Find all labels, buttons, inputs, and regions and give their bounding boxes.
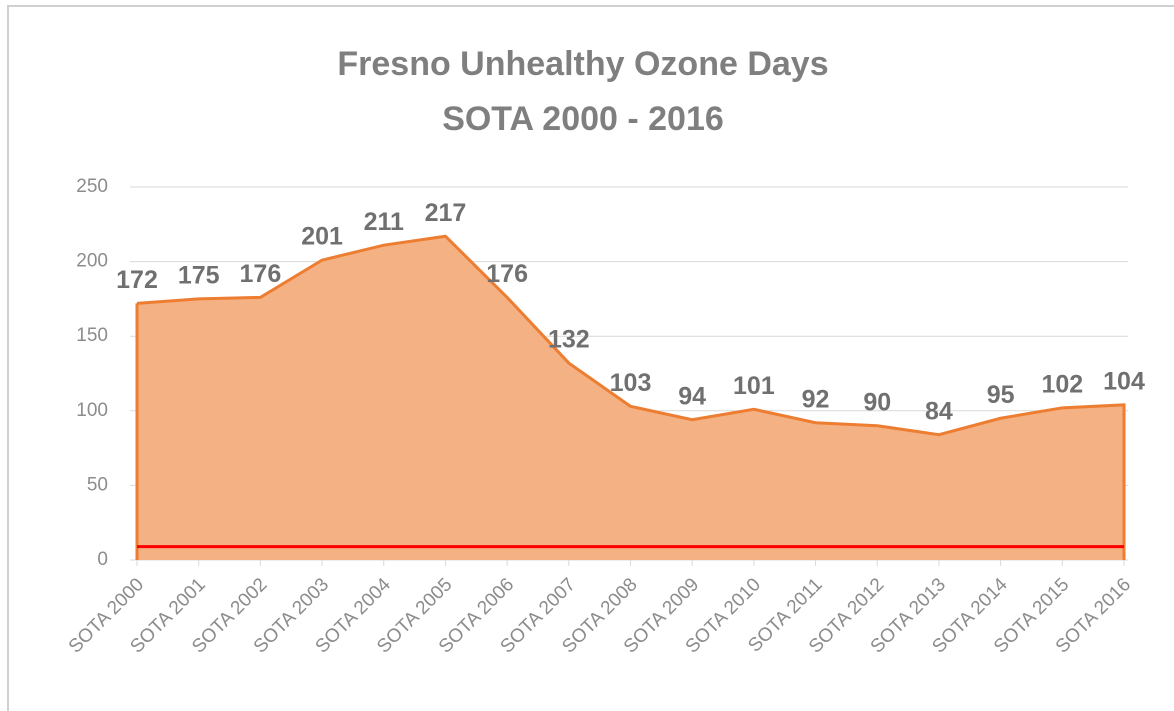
data-label: 95 <box>987 381 1015 409</box>
data-label: 104 <box>1103 367 1145 395</box>
data-label: 176 <box>240 260 282 288</box>
data-label: 94 <box>678 382 706 410</box>
data-label: 172 <box>116 266 158 294</box>
data-label: 175 <box>178 262 220 290</box>
data-label: 201 <box>301 223 343 251</box>
area <box>137 236 1124 560</box>
data-label: 211 <box>364 208 404 236</box>
data-label: 132 <box>548 326 590 354</box>
data-label: 217 <box>425 199 467 227</box>
data-label: 84 <box>925 397 953 425</box>
data-label: 90 <box>863 388 891 416</box>
chart-frame <box>7 5 1174 711</box>
chart-title: Fresno Unhealthy Ozone Days <box>337 45 828 83</box>
area-line <box>135 234 1126 560</box>
data-label: 101 <box>733 372 775 400</box>
data-label: 176 <box>486 260 528 288</box>
y-tick-label: 50 <box>87 474 108 495</box>
data-label: 92 <box>802 385 830 413</box>
data-label: 102 <box>1041 370 1083 398</box>
data-label: 103 <box>610 369 652 397</box>
y-tick-label: 0 <box>97 549 108 570</box>
y-tick-label: 150 <box>76 325 108 346</box>
y-tick-label: 250 <box>76 176 108 197</box>
chart-subtitle: SOTA 2000 - 2016 <box>442 100 724 138</box>
y-tick-label: 100 <box>76 400 108 421</box>
y-tick-label: 200 <box>76 251 108 272</box>
